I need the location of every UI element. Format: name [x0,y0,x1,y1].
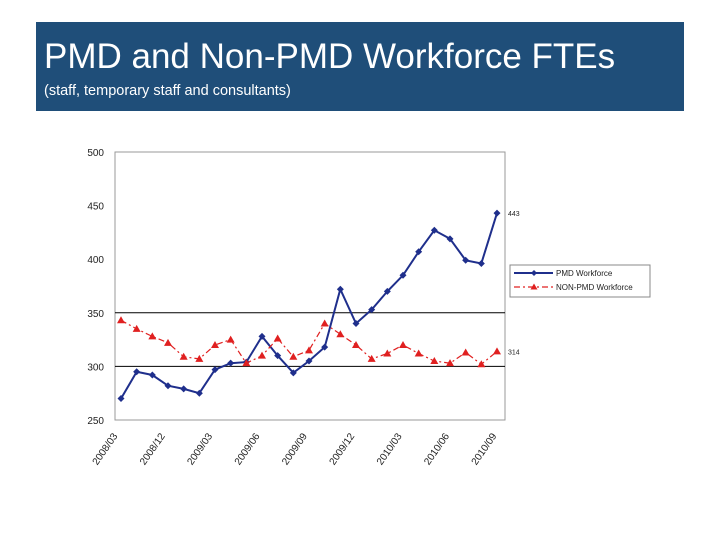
data-point [211,340,219,348]
data-point [195,389,203,397]
data-point [258,351,266,359]
x-axis: 2008/03 2008/12 2009/03 2009/06 2009/09 2009/… [91,431,500,467]
data-point [414,349,423,357]
legend-label: NON-PMD Workforce [556,283,633,292]
data-point [493,347,501,355]
data-point [305,357,313,365]
y-tick-label: 500 [87,148,104,159]
data-point [226,335,235,343]
x-tick-label: 2008/12 [138,431,168,467]
y-tick-label: 400 [87,255,104,266]
data-point [195,354,204,362]
data-point [305,346,313,354]
data-point [242,359,251,367]
data-point [368,306,376,314]
data-point [430,226,438,234]
data-point [352,340,360,348]
data-point [430,357,439,365]
data-point [148,371,156,379]
x-tick-label: 2010/09 [470,431,500,467]
data-point [274,352,282,360]
data-point [383,349,392,357]
slide-subtitle: (staff, temporary staff and consultants) [44,83,291,99]
data-point [117,395,125,403]
data-point [493,209,501,217]
plot-area [114,151,506,421]
series-end-label: 443 [508,211,520,218]
data-point [227,359,235,367]
x-tick-label: 2010/03 [375,431,405,467]
data-point [446,359,454,367]
data-point [367,354,376,362]
data-point [336,330,345,338]
x-tick-label: 2009/12 [328,431,358,467]
y-tick-label: 350 [87,309,104,320]
data-point [336,285,344,293]
data-point [320,319,329,327]
data-point [132,324,141,332]
data-point [289,369,297,377]
data-point [352,320,360,328]
data-point [258,332,266,340]
legend-box [509,264,651,298]
y-tick-label: 300 [87,362,104,373]
data-point [133,368,141,376]
y-tick-label: 450 [87,202,104,213]
data-point [399,271,407,279]
data-point [477,360,486,368]
reference-lines [115,312,505,367]
data-point [321,343,329,351]
data-point [461,348,470,356]
slide-title: PMD and Non-PMD Workforce FTEs [44,37,616,76]
title-banner: PMD and Non-PMD Workforce FTEs (staff, t… [36,22,684,111]
data-point [211,366,219,374]
data-point [273,334,282,342]
series-layer: 443 314 [117,209,520,403]
data-point [289,352,298,360]
legend: PMD Workforce NON-PMD Workforce [509,264,651,298]
data-point [179,352,188,360]
x-tick-label: 2010/06 [422,431,452,467]
data-point [383,287,391,295]
data-point [164,382,172,390]
legend-label: PMD Workforce [556,269,613,278]
x-tick-label: 2008/03 [91,431,121,467]
x-tick-label: 2009/06 [233,431,263,467]
data-point [462,256,470,264]
legend-marker [531,270,537,276]
data-point [117,316,125,324]
data-point [164,338,172,346]
x-tick-label: 2009/09 [280,431,310,467]
y-tick-label: 250 [87,416,104,427]
series-end-label: 314 [508,349,520,356]
data-point [415,248,423,256]
data-point [399,340,407,348]
data-point [180,385,188,393]
data-point [446,235,454,243]
y-axis: 250 300 350 400 450 500 [87,148,104,427]
x-tick-label: 2009/03 [185,431,215,467]
data-point [148,332,157,340]
legend-marker [530,283,538,290]
data-point [477,259,485,267]
